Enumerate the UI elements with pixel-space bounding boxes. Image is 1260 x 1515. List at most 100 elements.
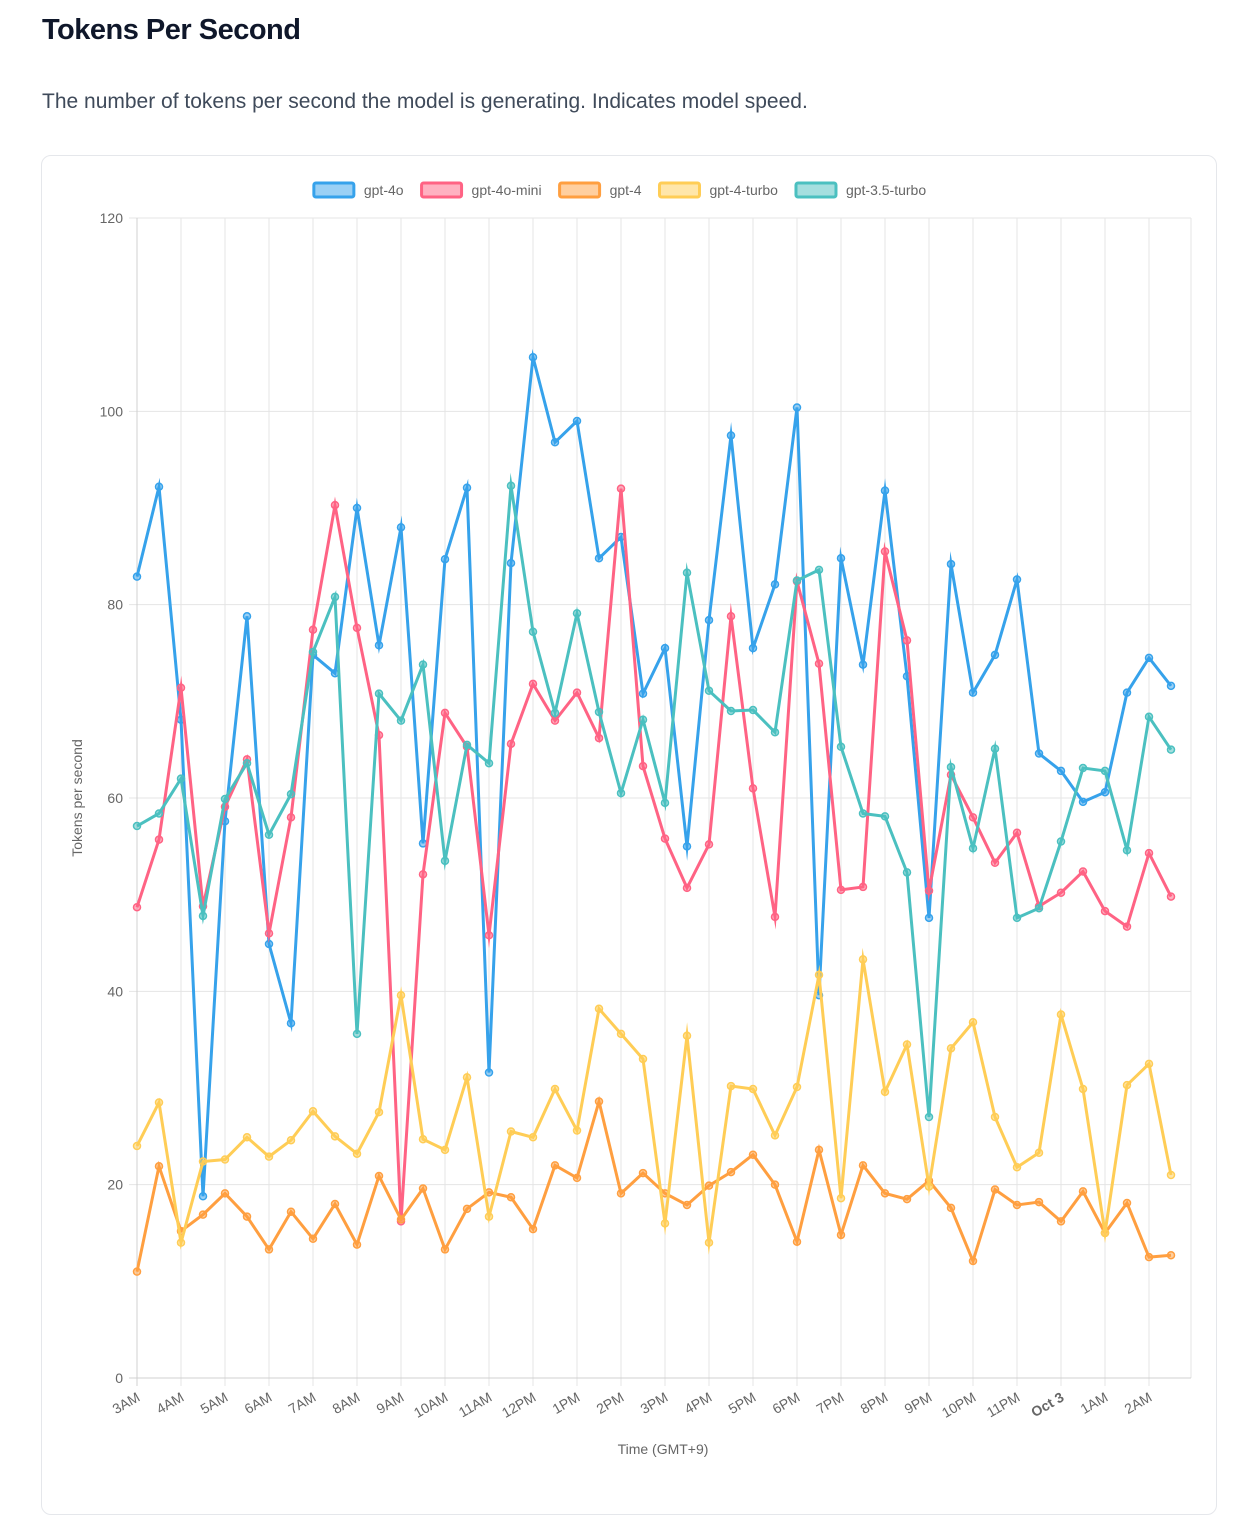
data-point-gpt-3-5-turbo[interactable] <box>396 716 406 725</box>
data-point-gpt-4[interactable] <box>968 1256 978 1266</box>
data-point-gpt-4o[interactable] <box>1144 653 1154 663</box>
data-point-gpt-4-turbo[interactable] <box>880 1087 890 1097</box>
data-point-gpt-3-5-turbo[interactable] <box>594 707 604 717</box>
data-point-gpt-4[interactable] <box>638 1168 648 1178</box>
data-point-gpt-4-turbo[interactable] <box>308 1106 318 1116</box>
data-point-gpt-4[interactable] <box>286 1207 296 1216</box>
data-point-gpt-4o-mini[interactable] <box>154 835 164 844</box>
data-point-gpt-4-turbo[interactable] <box>792 1082 802 1092</box>
data-point-gpt-4-turbo[interactable] <box>770 1131 780 1140</box>
data-point-gpt-4[interactable] <box>308 1234 318 1244</box>
data-point-gpt-4[interactable] <box>220 1189 230 1198</box>
data-point-gpt-3-5-turbo[interactable] <box>1078 763 1088 773</box>
data-point-gpt-3-5-turbo[interactable] <box>726 706 736 716</box>
data-point-gpt-4o[interactable] <box>462 483 472 492</box>
data-point-gpt-4o[interactable] <box>484 1068 494 1077</box>
data-point-gpt-4o[interactable] <box>528 352 538 362</box>
data-point-gpt-3-5-turbo[interactable] <box>198 911 208 921</box>
data-point-gpt-4o[interactable] <box>1166 681 1176 691</box>
data-point-gpt-4o[interactable] <box>374 641 384 650</box>
data-point-gpt-4[interactable] <box>1034 1197 1044 1207</box>
data-point-gpt-4-turbo[interactable] <box>242 1133 252 1142</box>
data-point-gpt-4o[interactable] <box>792 403 802 412</box>
data-point-gpt-4[interactable] <box>770 1180 780 1189</box>
data-point-gpt-4[interactable] <box>726 1167 736 1177</box>
data-point-gpt-4o[interactable] <box>396 523 406 532</box>
data-point-gpt-4-turbo[interactable] <box>1078 1084 1088 1094</box>
data-point-gpt-3-5-turbo[interactable] <box>374 689 384 698</box>
data-point-gpt-4o[interactable] <box>660 643 670 653</box>
data-point-gpt-4-turbo[interactable] <box>814 970 824 980</box>
data-point-gpt-4-turbo[interactable] <box>374 1107 384 1117</box>
data-point-gpt-4[interactable] <box>682 1200 692 1210</box>
data-point-gpt-3-5-turbo[interactable] <box>1034 903 1044 913</box>
data-point-gpt-4[interactable] <box>506 1192 516 1202</box>
data-point-gpt-4-turbo[interactable] <box>704 1238 714 1247</box>
data-point-gpt-4o[interactable] <box>880 486 890 495</box>
data-point-gpt-4-turbo[interactable] <box>1122 1080 1132 1090</box>
data-point-gpt-3-5-turbo[interactable] <box>528 627 538 636</box>
data-point-gpt-3-5-turbo[interactable] <box>1056 837 1066 846</box>
data-point-gpt-4-turbo[interactable] <box>572 1126 582 1135</box>
data-point-gpt-4o-mini[interactable] <box>506 739 516 749</box>
data-point-gpt-3-5-turbo[interactable] <box>990 744 1000 753</box>
data-point-gpt-4o-mini[interactable] <box>880 547 890 556</box>
data-point-gpt-4o-mini[interactable] <box>638 761 648 771</box>
data-point-gpt-4o[interactable] <box>1056 766 1066 776</box>
data-point-gpt-3-5-turbo[interactable] <box>792 576 802 585</box>
legend-item-gpt-4-turbo[interactable]: gpt-4-turbo <box>657 181 778 199</box>
data-point-gpt-4[interactable] <box>1012 1200 1022 1210</box>
data-point-gpt-3-5-turbo[interactable] <box>902 868 912 877</box>
data-point-gpt-3-5-turbo[interactable] <box>1144 712 1154 722</box>
data-point-gpt-3-5-turbo[interactable] <box>484 758 494 768</box>
data-point-gpt-4-turbo[interactable] <box>726 1081 736 1091</box>
data-point-gpt-4[interactable] <box>418 1184 428 1193</box>
data-point-gpt-4o-mini[interactable] <box>726 612 736 621</box>
data-point-gpt-4[interactable] <box>594 1097 604 1106</box>
data-point-gpt-4o-mini[interactable] <box>418 870 428 879</box>
data-point-gpt-4o-mini[interactable] <box>704 840 714 849</box>
data-point-gpt-4o-mini[interactable] <box>836 885 846 895</box>
data-point-gpt-4o[interactable] <box>1012 575 1022 584</box>
data-point-gpt-4[interactable] <box>880 1189 890 1198</box>
data-point-gpt-4[interactable] <box>748 1150 758 1159</box>
legend-item-gpt-4o[interactable]: gpt-4o <box>312 181 404 199</box>
data-point-gpt-3-5-turbo[interactable] <box>242 758 252 768</box>
data-point-gpt-4-turbo[interactable] <box>352 1149 362 1158</box>
data-point-gpt-4o-mini[interactable] <box>1078 867 1088 876</box>
data-point-gpt-4-turbo[interactable] <box>330 1132 340 1141</box>
data-point-gpt-4[interactable] <box>132 1267 142 1276</box>
data-point-gpt-4-turbo[interactable] <box>198 1157 208 1166</box>
data-point-gpt-4o[interactable] <box>506 558 516 568</box>
data-point-gpt-3-5-turbo[interactable] <box>572 609 582 618</box>
data-point-gpt-4o[interactable] <box>946 559 956 569</box>
data-point-gpt-4o-mini[interactable] <box>572 688 582 697</box>
data-point-gpt-4-turbo[interactable] <box>1034 1148 1044 1158</box>
data-point-gpt-4o-mini[interactable] <box>1012 828 1022 838</box>
data-point-gpt-4-turbo[interactable] <box>616 1029 626 1039</box>
data-point-gpt-4o[interactable] <box>154 482 164 491</box>
data-point-gpt-3-5-turbo[interactable] <box>352 1029 362 1039</box>
data-point-gpt-4o-mini[interactable] <box>748 784 758 793</box>
data-point-gpt-4o-mini[interactable] <box>176 683 186 693</box>
data-point-gpt-4-turbo[interactable] <box>748 1084 758 1094</box>
data-point-gpt-4o-mini[interactable] <box>352 623 362 633</box>
data-point-gpt-4[interactable] <box>836 1230 846 1240</box>
data-point-gpt-3-5-turbo[interactable] <box>638 715 648 724</box>
data-point-gpt-3-5-turbo[interactable] <box>308 647 318 657</box>
data-point-gpt-4o-mini[interactable] <box>968 813 978 822</box>
data-point-gpt-4o[interactable] <box>836 554 846 563</box>
data-point-gpt-4[interactable] <box>374 1171 384 1181</box>
data-point-gpt-4-turbo[interactable] <box>396 990 406 1000</box>
data-point-gpt-4[interactable] <box>264 1245 274 1254</box>
data-point-gpt-3-5-turbo[interactable] <box>1012 913 1022 923</box>
data-point-gpt-3-5-turbo[interactable] <box>748 705 758 715</box>
data-point-gpt-4[interactable] <box>990 1185 1000 1194</box>
data-point-gpt-3-5-turbo[interactable] <box>1166 745 1176 754</box>
data-point-gpt-3-5-turbo[interactable] <box>330 592 340 602</box>
data-point-gpt-4o[interactable] <box>748 643 758 653</box>
data-point-gpt-3-5-turbo[interactable] <box>968 844 978 853</box>
legend-item-gpt-4[interactable]: gpt-4 <box>558 181 642 199</box>
data-point-gpt-4o[interactable] <box>1100 787 1110 797</box>
data-point-gpt-3-5-turbo[interactable] <box>814 565 824 575</box>
